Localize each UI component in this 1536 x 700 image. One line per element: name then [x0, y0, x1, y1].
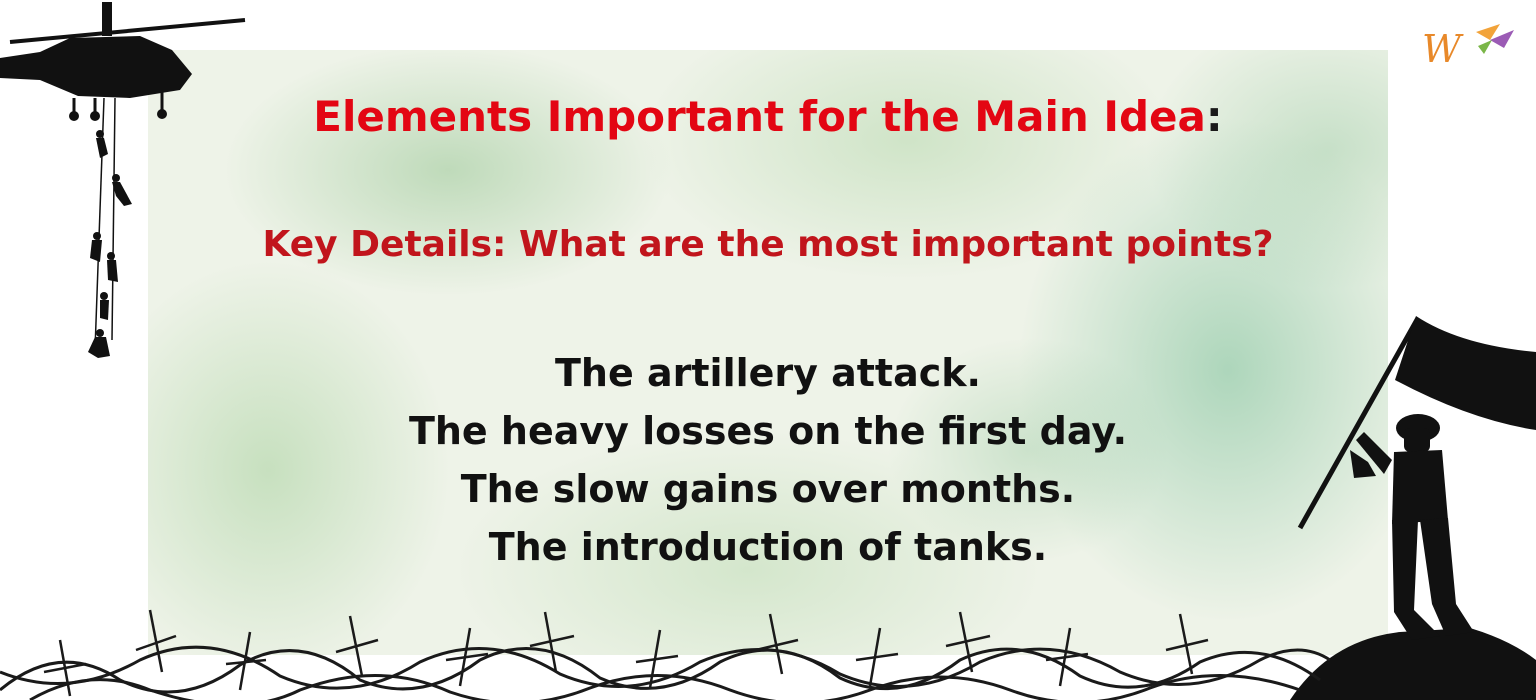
key-point: The introduction of tanks.: [488, 525, 1048, 569]
key-points-list: The artillery attack. The heavy losses o…: [0, 344, 1536, 576]
slide-title: Elements Important for the Main Idea:: [313, 92, 1223, 141]
key-point: The slow gains over months.: [460, 467, 1076, 511]
logo-icon: W: [1422, 24, 1514, 71]
key-point: The artillery attack.: [555, 351, 981, 395]
content-panel: [148, 50, 1388, 655]
slide-subtitle: Key Details: What are the most important…: [262, 224, 1274, 265]
helicopter-icon: [0, 2, 246, 358]
key-point: The heavy losses on the first day.: [408, 409, 1128, 453]
rappelling-soldiers-icon: [88, 97, 132, 358]
svg-text:W: W: [1422, 27, 1464, 71]
